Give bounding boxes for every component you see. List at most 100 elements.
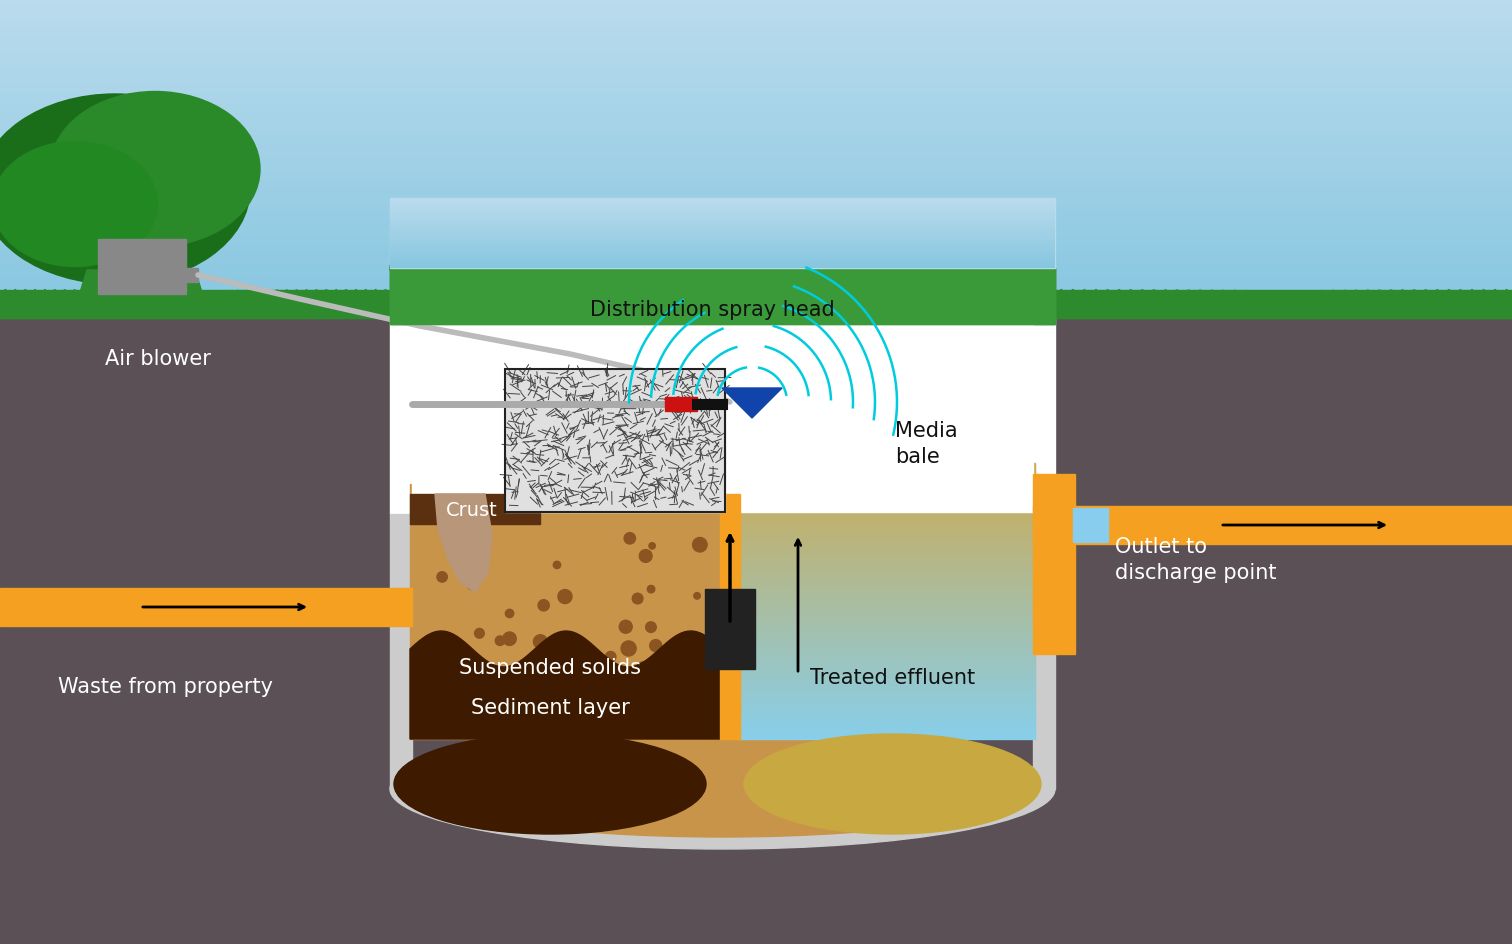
Bar [738, 550, 1036, 553]
Bar [738, 518, 1036, 521]
Text: Crust: Crust [446, 500, 497, 519]
Bar [738, 610, 1036, 613]
Circle shape [640, 549, 652, 563]
Polygon shape [73, 270, 210, 318]
Bar [738, 536, 1036, 540]
Bar [1033, 514, 1055, 789]
Bar [738, 499, 1036, 503]
Bar [738, 713, 1036, 716]
Bar [738, 465, 1036, 468]
Bar [720, 494, 739, 739]
Bar [738, 695, 1036, 698]
Circle shape [646, 622, 656, 632]
Bar [738, 525, 1036, 528]
Bar [738, 706, 1036, 709]
Bar [738, 703, 1036, 707]
Bar [738, 564, 1036, 567]
Bar [738, 692, 1036, 696]
Bar [738, 530, 1036, 532]
Bar [738, 690, 1036, 693]
Ellipse shape [744, 734, 1040, 834]
Bar [738, 701, 1036, 704]
Circle shape [437, 572, 448, 582]
Circle shape [561, 711, 570, 719]
Bar [738, 600, 1036, 604]
Ellipse shape [0, 94, 249, 284]
Bar [738, 515, 1036, 519]
Bar [738, 562, 1036, 565]
Circle shape [632, 593, 643, 604]
Bar [738, 571, 1036, 574]
Bar [1074, 508, 1108, 542]
Bar [738, 605, 1036, 608]
Bar [738, 575, 1036, 579]
Bar [738, 615, 1036, 617]
Bar [738, 635, 1036, 638]
Bar [738, 724, 1036, 728]
Ellipse shape [411, 737, 1033, 837]
Bar [411, 314, 1033, 512]
Bar [738, 700, 1036, 702]
Ellipse shape [50, 92, 260, 246]
Circle shape [624, 532, 635, 544]
Bar [738, 660, 1036, 664]
Bar [1033, 474, 1075, 654]
Circle shape [668, 669, 679, 681]
Circle shape [606, 711, 615, 720]
Bar [738, 665, 1036, 668]
Circle shape [620, 620, 632, 633]
Bar [738, 475, 1036, 478]
Bar [390, 268, 1055, 324]
Bar [738, 552, 1036, 556]
Circle shape [649, 543, 655, 549]
Bar [738, 578, 1036, 581]
Polygon shape [435, 494, 491, 592]
Text: Sediment layer: Sediment layer [470, 698, 629, 718]
Bar [738, 541, 1036, 544]
Bar [738, 531, 1036, 535]
Bar [738, 546, 1036, 548]
Bar [738, 733, 1036, 736]
Circle shape [496, 636, 505, 646]
Bar [505, 369, 724, 512]
Bar [738, 637, 1036, 640]
Bar [98, 239, 186, 294]
Bar [738, 607, 1036, 611]
Bar [738, 527, 1036, 531]
Bar [738, 543, 1036, 547]
Bar [410, 484, 723, 739]
Ellipse shape [395, 734, 706, 834]
Bar [738, 507, 1036, 510]
Circle shape [553, 562, 561, 568]
Circle shape [503, 632, 516, 646]
Bar [738, 671, 1036, 675]
Bar [738, 663, 1036, 666]
Bar [738, 628, 1036, 632]
Bar [738, 711, 1036, 714]
Bar [738, 658, 1036, 661]
Circle shape [692, 537, 708, 552]
Polygon shape [723, 388, 782, 418]
Text: Outlet to
discharge point: Outlet to discharge point [1114, 536, 1276, 583]
Bar [738, 731, 1036, 734]
Bar [738, 514, 1036, 516]
Bar [390, 514, 411, 789]
Bar [738, 603, 1036, 606]
Bar [738, 591, 1036, 595]
Bar [705, 589, 754, 669]
Bar [738, 612, 1036, 615]
Bar [738, 667, 1036, 670]
Circle shape [556, 698, 565, 707]
Bar [738, 676, 1036, 680]
Text: Waste from property: Waste from property [57, 677, 272, 697]
Bar [738, 481, 1036, 484]
Bar [738, 523, 1036, 526]
Bar [738, 631, 1036, 633]
Bar [738, 621, 1036, 624]
Bar [738, 685, 1036, 688]
Bar [738, 717, 1036, 720]
Polygon shape [410, 631, 723, 739]
Bar [738, 539, 1036, 542]
Circle shape [679, 683, 689, 693]
Bar [738, 504, 1036, 508]
